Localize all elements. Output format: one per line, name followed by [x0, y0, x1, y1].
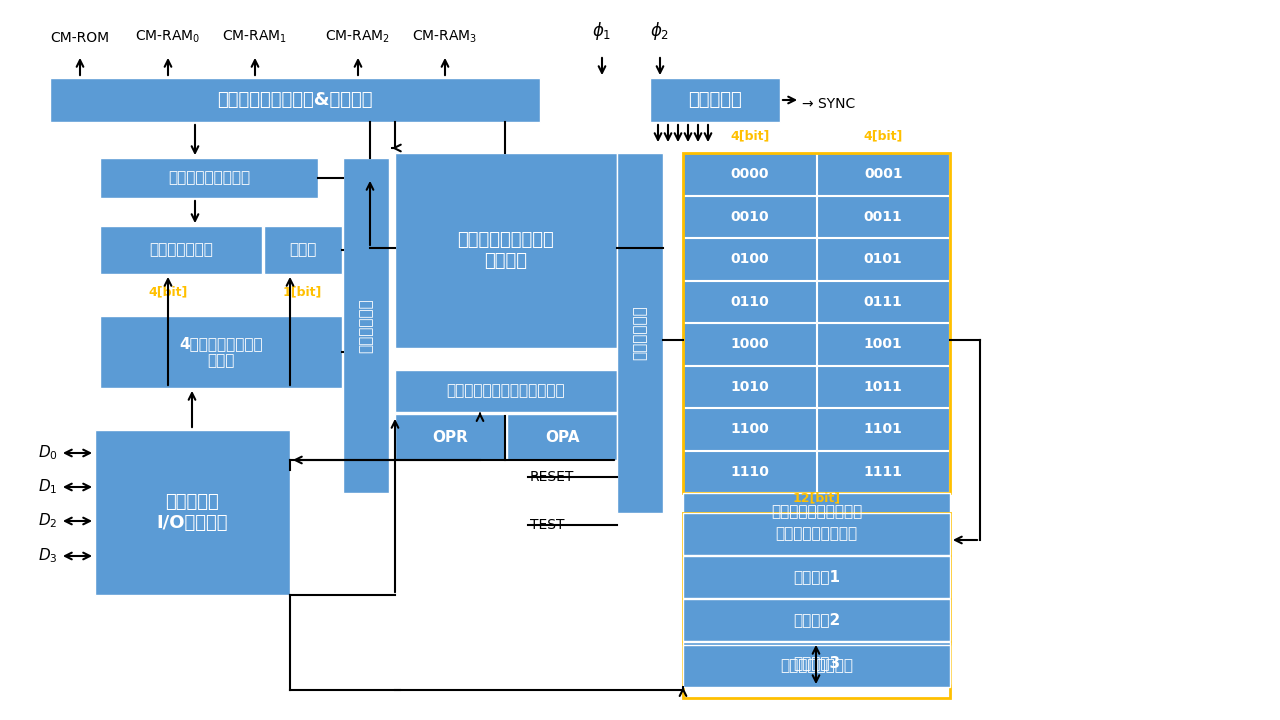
Text: TEST: TEST — [530, 518, 564, 532]
Text: 4[bit]: 4[bit] — [148, 285, 188, 298]
Text: 1110: 1110 — [731, 464, 769, 479]
Bar — [817, 408, 948, 449]
Text: キャリ: キャリ — [289, 243, 316, 258]
Text: $D_2$: $D_2$ — [38, 512, 58, 531]
Bar — [817, 281, 948, 322]
Bar — [684, 238, 815, 279]
Text: チップ管理ロジック&バッファ: チップ管理ロジック&バッファ — [218, 91, 372, 109]
Bar — [264, 226, 342, 274]
Text: スタック3: スタック3 — [792, 655, 840, 670]
Text: → SYNC: → SYNC — [803, 97, 855, 111]
Bar — [684, 196, 815, 237]
Text: 0111: 0111 — [864, 294, 902, 309]
Text: 1100: 1100 — [731, 422, 769, 436]
Text: $\phi_2$: $\phi_2$ — [650, 20, 669, 42]
Bar — [95, 430, 291, 595]
Bar — [684, 281, 815, 322]
Bar — [684, 451, 815, 492]
Bar — [684, 513, 950, 698]
Text: 0010: 0010 — [731, 210, 769, 224]
Bar — [684, 323, 815, 364]
Bar — [684, 513, 950, 555]
Bar — [684, 599, 950, 641]
Text: CM-RAM$_1$: CM-RAM$_1$ — [223, 29, 288, 45]
Text: 1000: 1000 — [731, 337, 769, 351]
Text: 0100: 0100 — [731, 252, 769, 266]
Bar — [817, 196, 948, 237]
Text: データバス
I/Oバッファ: データバス I/Oバッファ — [156, 493, 228, 532]
Bar — [650, 78, 780, 122]
Bar — [396, 370, 617, 412]
Bar — [507, 414, 617, 460]
Text: $D_3$: $D_3$ — [38, 546, 58, 565]
Bar — [684, 408, 815, 449]
Text: プログラムカウンタ: プログラムカウンタ — [776, 526, 858, 541]
Text: 1[bit]: 1[bit] — [283, 285, 321, 298]
Bar — [100, 226, 262, 274]
Bar — [684, 153, 815, 194]
Text: RESET: RESET — [530, 470, 575, 484]
Bar — [100, 158, 317, 198]
Bar — [817, 153, 948, 194]
Bar — [817, 323, 948, 364]
Bar — [684, 645, 950, 687]
Text: $D_0$: $D_0$ — [38, 444, 58, 462]
Text: CM-ROM: CM-ROM — [50, 31, 110, 45]
Text: 1111: 1111 — [864, 464, 902, 479]
Text: 1011: 1011 — [864, 379, 902, 394]
Text: スタック1: スタック1 — [794, 570, 840, 585]
Bar — [396, 414, 506, 460]
Bar — [684, 642, 950, 684]
Text: インストラクション
デコーダ: インストラクション デコーダ — [458, 231, 554, 270]
Bar — [396, 153, 617, 348]
Text: OPA: OPA — [545, 430, 580, 444]
Text: 0011: 0011 — [864, 210, 902, 224]
Text: 0000: 0000 — [731, 167, 769, 181]
Text: CM-RAM$_3$: CM-RAM$_3$ — [412, 29, 477, 45]
Text: コントローラ: コントローラ — [632, 305, 648, 361]
Text: 0001: 0001 — [864, 167, 902, 181]
Text: 0101: 0101 — [864, 252, 902, 266]
Text: OPR: OPR — [433, 430, 468, 444]
Text: インデックスレジスタ: インデックスレジスタ — [771, 505, 863, 520]
Text: アキュムレータ: アキュムレータ — [148, 243, 212, 258]
Bar — [343, 158, 389, 493]
Bar — [817, 451, 948, 492]
Text: $D_1$: $D_1$ — [38, 477, 58, 496]
Text: チップ管理レジスタ: チップ管理レジスタ — [168, 171, 250, 186]
Text: CM-RAM$_2$: CM-RAM$_2$ — [325, 29, 390, 45]
Bar — [50, 78, 540, 122]
Text: 4ビット加減算器と
シフタ: 4ビット加減算器と シフタ — [179, 336, 262, 368]
Text: 1001: 1001 — [864, 337, 902, 351]
Text: 1010: 1010 — [731, 379, 769, 394]
Text: 4[bit]: 4[bit] — [730, 129, 769, 142]
Bar — [100, 316, 342, 388]
Bar — [684, 556, 950, 598]
Text: インクリメンター: インクリメンター — [780, 659, 852, 673]
Bar — [684, 153, 950, 493]
Bar — [817, 238, 948, 279]
Bar — [684, 366, 815, 407]
Text: 12[bit]: 12[bit] — [792, 491, 841, 504]
Text: CM-RAM$_0$: CM-RAM$_0$ — [136, 29, 201, 45]
Bar — [817, 366, 948, 407]
Text: コントローラ: コントローラ — [358, 298, 374, 353]
Bar — [684, 493, 950, 531]
Text: インストラクションレジスタ: インストラクションレジスタ — [447, 384, 566, 398]
Bar — [617, 153, 663, 513]
Text: スタック2: スタック2 — [792, 613, 840, 628]
Text: 0110: 0110 — [731, 294, 769, 309]
Text: タイミング: タイミング — [689, 91, 742, 109]
Text: 1101: 1101 — [864, 422, 902, 436]
Text: 4[bit]: 4[bit] — [864, 129, 902, 142]
Text: $\phi_1$: $\phi_1$ — [593, 20, 612, 42]
